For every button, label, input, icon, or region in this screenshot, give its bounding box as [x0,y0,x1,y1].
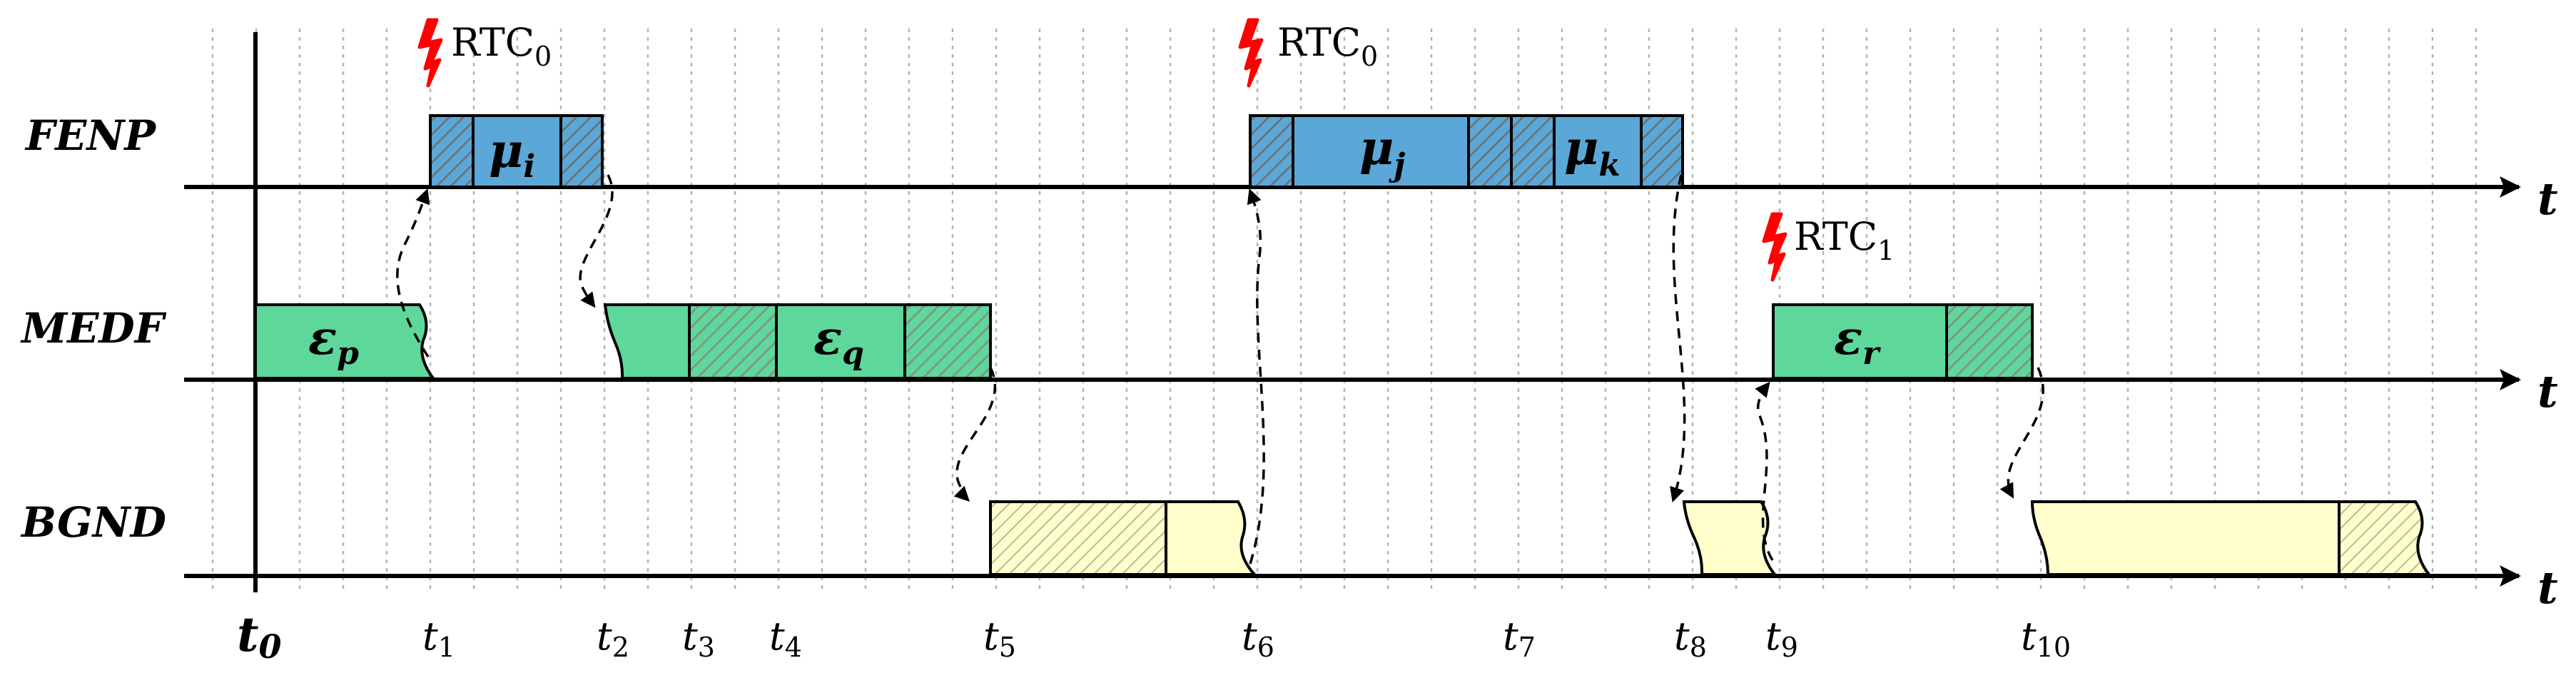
job-label-mu-j: μj [1359,120,1405,183]
switch-arrow [1247,188,1265,565]
fenp-job-block-mu-k [1553,114,1643,188]
tick-label-t0: t0 [237,607,282,666]
tick-label-t2: t2 [597,614,629,663]
lightning-icon [1762,212,1788,282]
bgnd-axis-label: t [2537,562,2558,614]
job-label-mu-k: μk [1564,120,1621,183]
lane-labels: FENP MEDF BGND [20,111,167,547]
tick-label-t8: t8 [1674,614,1707,663]
fenp-job-block-mu-i [472,114,562,188]
medf-overhead-block [1945,303,2034,380]
axis-labels: t t t [2537,173,2558,614]
fenp-overhead-block [1510,114,1556,188]
bgnd-block [1165,500,1258,576]
job-label-mu-i: μi [489,123,535,185]
rtc-label: RTC1 [1794,214,1895,266]
bgnd-block [1682,500,1778,576]
tick-label-t7: t7 [1503,614,1536,663]
medf-axis-label: t [2537,365,2558,418]
fenp-job-block-mu-j [1292,114,1470,188]
lane-label-bgnd: BGND [20,498,166,547]
fenp-overhead-block [1467,114,1513,188]
job-label-eps-p: εp [308,310,359,372]
fenp-overhead-block [1249,114,1294,188]
tick-label-t9: t9 [1765,614,1798,663]
job-label-eps-r: εr [1834,310,1881,372]
switch-arrows [396,174,2044,565]
switch-arrow [1670,174,1686,502]
lane-label-fenp: FENP [24,111,156,160]
rtc-events: RTC0 RTC0 RTC1 [417,18,1895,282]
lightning-icon [1238,18,1264,88]
bgnd-overhead-block [989,500,1167,576]
rtc-label: RTC0 [1277,20,1378,72]
bgnd-block [2030,500,2341,576]
bgnd-overhead-block [2338,500,2433,576]
tick-label-t5: t5 [983,614,1016,663]
rtc-event: RTC0 [417,18,552,88]
switch-arrow [396,188,430,358]
medf-overhead-block [688,303,778,380]
rtc-event: RTC0 [1238,18,1378,88]
job-labels: μi μj μk εp εq εr [308,120,1881,372]
fenp-blocks [429,114,1684,188]
tick-label-t1: t1 [422,614,455,663]
tick-label-t10: t10 [2021,614,2071,663]
fenp-overhead-block [429,114,475,188]
fenp-overhead-block [559,114,604,188]
fenp-axis-label: t [2537,173,2558,225]
tick-label-t3: t3 [682,614,715,663]
rtc-label: RTC0 [451,20,552,72]
lane-label-medf: MEDF [20,304,167,353]
switch-arrow [579,174,614,308]
switch-arrow [953,367,997,502]
tick-label-t6: t6 [1242,614,1274,663]
medf-overhead-block [903,303,992,380]
medf-job-block-eps-p [254,303,436,380]
medf-job-block-eps-q-start [603,303,691,380]
bgnd-blocks [989,500,2433,576]
tick-label-t4: t4 [769,614,802,663]
fenp-overhead-block [1640,114,1684,188]
rtc-event: RTC1 [1762,212,1895,282]
lightning-icon [417,18,443,88]
job-label-eps-q: εq [813,310,864,372]
time-ticks: t0 t1 t2 t3 t4 t5 t6 t7 t8 t9 t10 [237,607,2071,666]
medf-job-block-eps-r [1772,303,1948,380]
switch-arrow [1999,367,2044,499]
medf-blocks [254,303,2034,380]
